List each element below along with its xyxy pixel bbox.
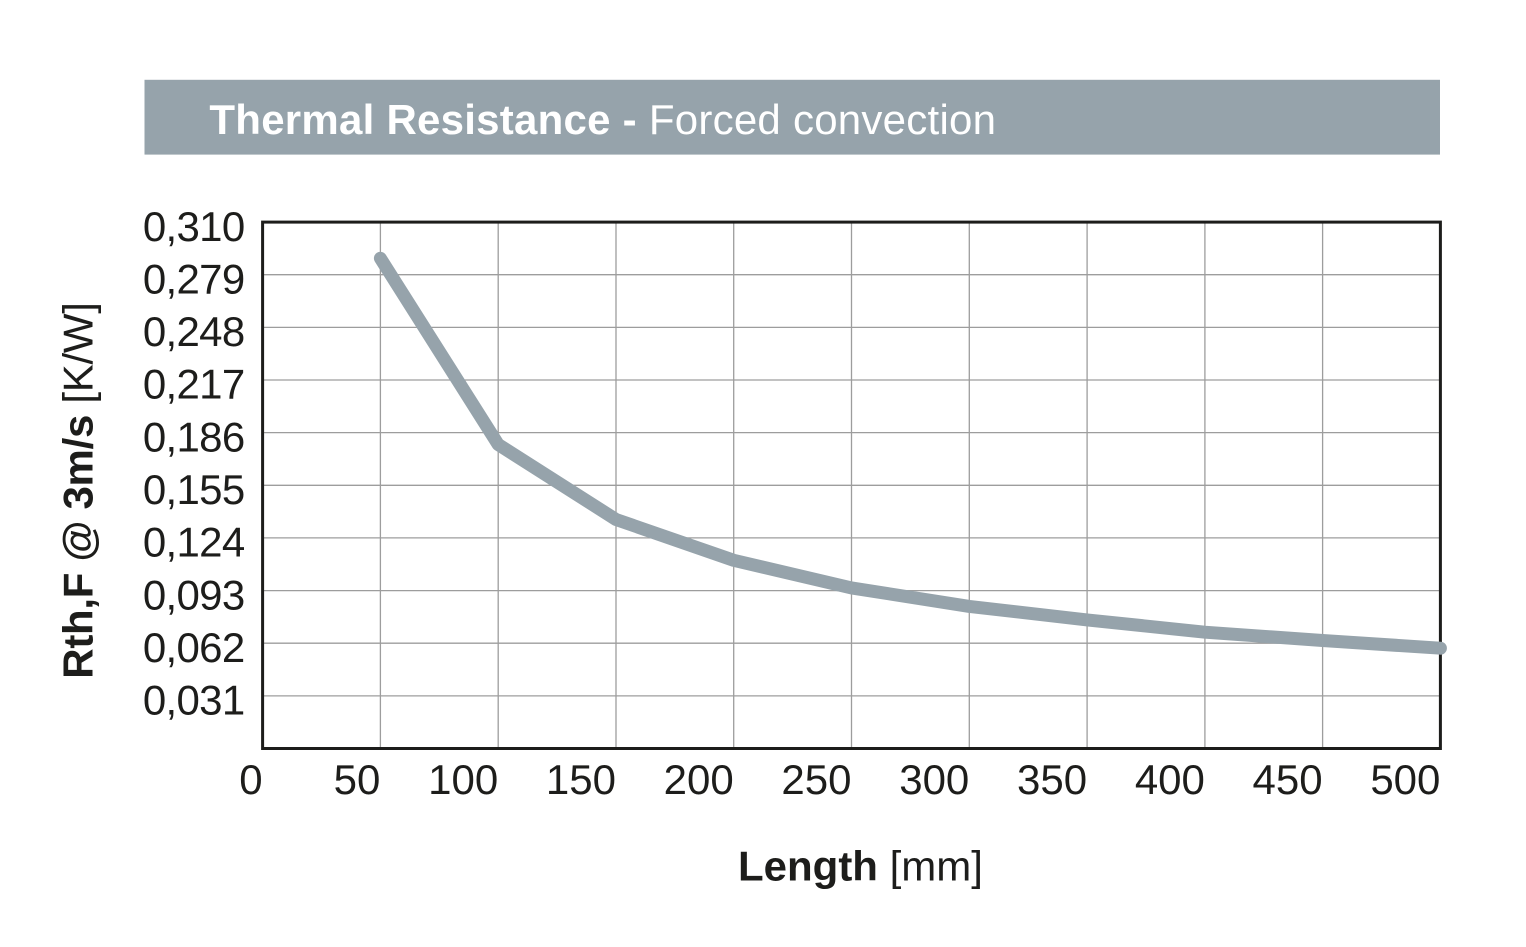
svg-text:0,217: 0,217 [143,361,245,408]
svg-text:0,062: 0,062 [143,624,245,671]
svg-text:Thermal Resistance - Forced co: Thermal Resistance - Forced convection [209,96,996,143]
svg-text:0,279: 0,279 [143,255,245,302]
svg-text:50: 50 [334,756,381,803]
svg-text:0,155: 0,155 [143,466,245,513]
svg-text:200: 200 [664,756,734,803]
svg-text:350: 350 [1017,756,1087,803]
svg-text:100: 100 [428,756,498,803]
svg-text:300: 300 [899,756,969,803]
svg-text:250: 250 [781,756,851,803]
svg-text:0: 0 [239,756,262,803]
svg-text:450: 450 [1253,756,1323,803]
svg-text:150: 150 [546,756,616,803]
svg-text:500: 500 [1370,756,1440,803]
svg-text:0,031: 0,031 [143,677,245,724]
svg-text:0,124: 0,124 [143,519,245,566]
svg-text:Rth,F @ 3m/s [K/W]: Rth,F @ 3m/s [K/W] [55,302,102,678]
svg-text:Length [mm]: Length [mm] [738,843,983,890]
svg-text:0,186: 0,186 [143,413,245,460]
svg-text:0,248: 0,248 [143,308,245,355]
svg-text:400: 400 [1135,756,1205,803]
svg-text:0,310: 0,310 [143,203,245,250]
svg-text:0,093: 0,093 [143,571,245,618]
